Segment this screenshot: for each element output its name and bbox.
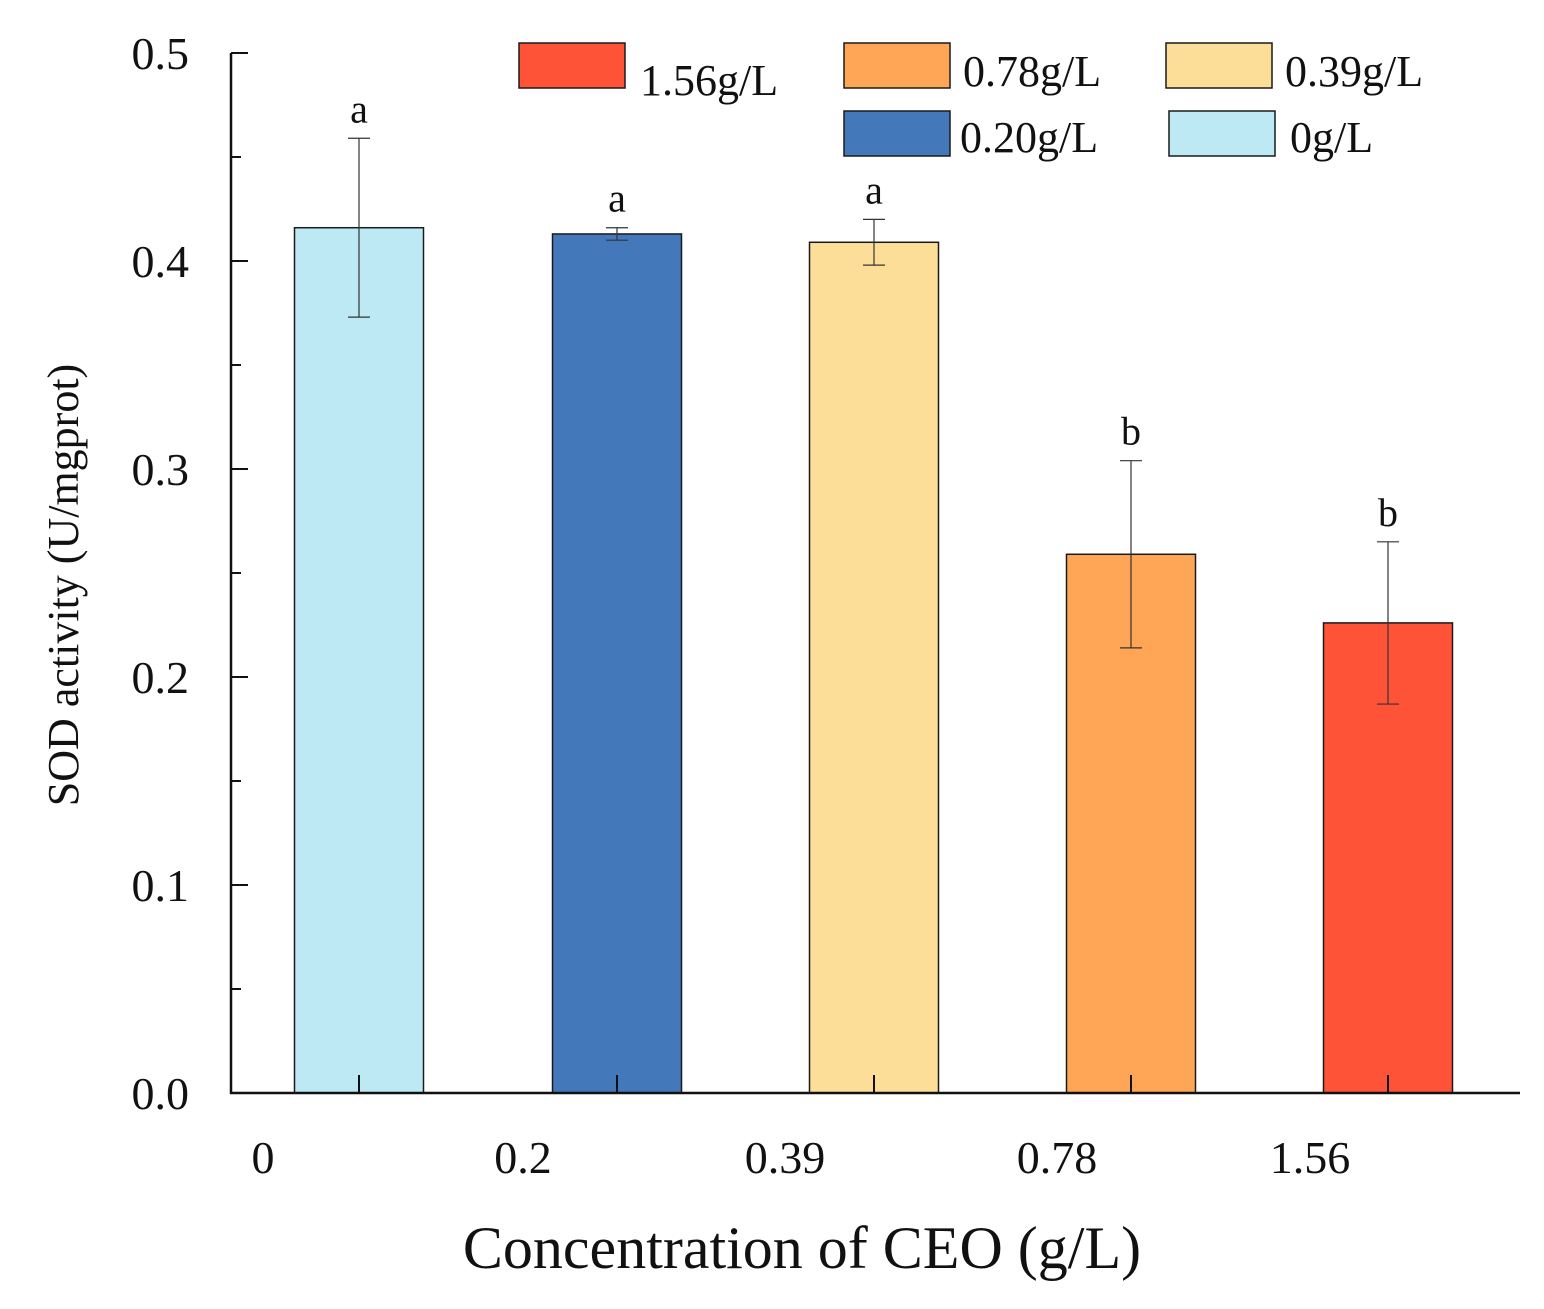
- x-tick-label: 0: [252, 1132, 275, 1183]
- y-tick-label: 0.0: [132, 1068, 190, 1119]
- significance-label-0.78: b: [1121, 409, 1141, 454]
- legend-label-1.56g/L: 1.56g/L: [640, 56, 778, 105]
- legend-label-0.78g/L: 0.78g/L: [963, 47, 1101, 96]
- x-axis-title: Concentration of CEO (g/L): [463, 1215, 1141, 1281]
- significance-label-0.39: a: [865, 167, 883, 212]
- legend-swatch-0.20g/L: [843, 110, 951, 157]
- y-tick-label: 0.4: [132, 236, 190, 287]
- legend-swatch-0.78g/L: [843, 42, 951, 89]
- y-axis-title: SOD activity (U/mgprot): [39, 364, 88, 806]
- y-tick-label: 0.1: [132, 860, 190, 911]
- y-tick-label: 0.2: [132, 652, 190, 703]
- legend-label-0g/L: 0g/L: [1290, 113, 1373, 162]
- significance-label-0.2: a: [608, 176, 626, 221]
- y-tick-label: 0.5: [132, 28, 190, 79]
- x-tick-label: 0.39: [745, 1132, 826, 1183]
- significance-label-0: a: [350, 86, 368, 131]
- bar-0.39: [808, 241, 940, 1094]
- legend-label-0.39g/L: 0.39g/L: [1285, 47, 1423, 96]
- bar-0: [293, 226, 425, 1094]
- legend-swatch-0g/L: [1168, 110, 1276, 157]
- x-tick-label: 1.56: [1270, 1132, 1351, 1183]
- x-tick-label: 0.78: [1017, 1132, 1098, 1183]
- legend-label-0.20g/L: 0.20g/L: [960, 113, 1098, 162]
- bar-0.2: [551, 233, 683, 1094]
- legend-swatch-1.56g/L: [518, 42, 626, 89]
- x-tick-label: 0.2: [494, 1132, 552, 1183]
- legend: 1.56g/L 0.78g/L 0.39g/L 0.20g/L 0g/L: [518, 42, 1423, 162]
- legend-swatch-0.39g/L: [1165, 42, 1273, 89]
- y-tick-label: 0.3: [132, 444, 190, 495]
- plot-area: a a a b b 0.0 0.1 0.2 0.3 0.4 0.5 0 0.2 0.39 0.78 1.56: [132, 28, 1520, 1183]
- significance-label-1.56: b: [1378, 490, 1398, 535]
